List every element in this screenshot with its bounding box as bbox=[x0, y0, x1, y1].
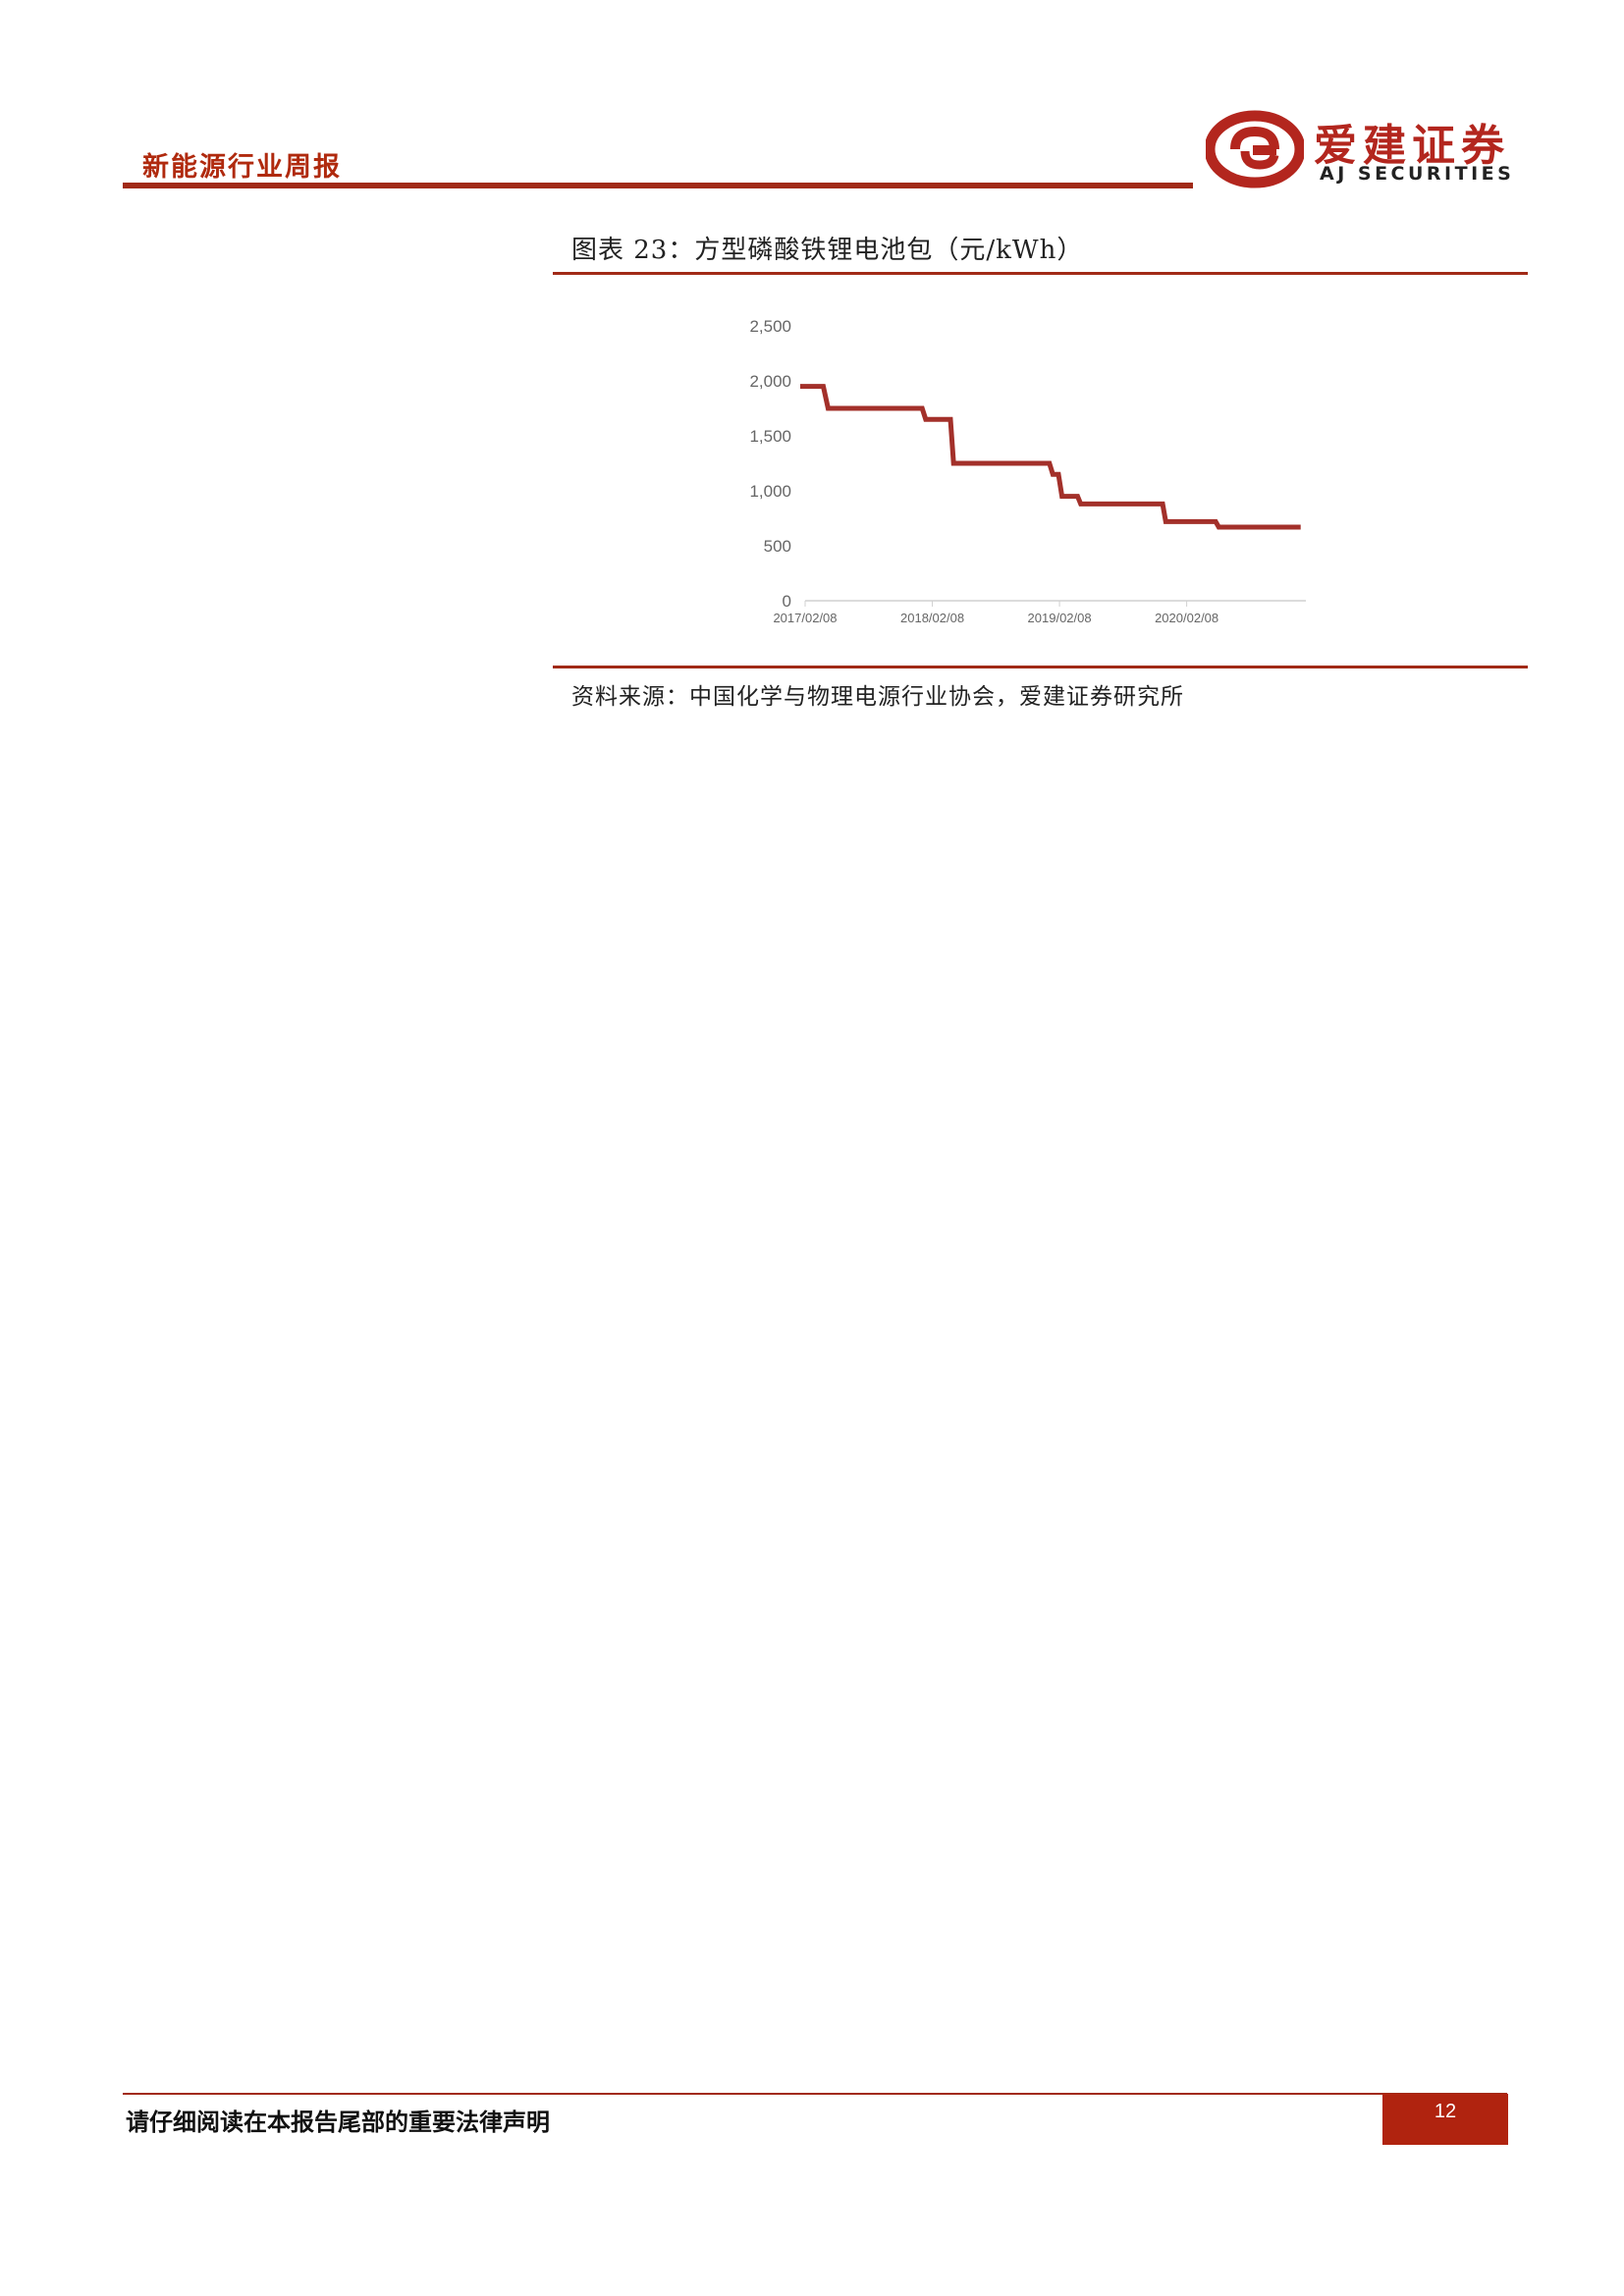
x-tick-label: 2017/02/08 bbox=[773, 611, 837, 625]
y-tick-label: 2,500 bbox=[749, 317, 791, 336]
y-tick-label: 1,000 bbox=[749, 482, 791, 501]
figure-title: 图表 23：方型磷酸铁锂电池包（元/kWh） bbox=[571, 236, 1084, 265]
x-tick-label: 2018/02/08 bbox=[900, 611, 964, 625]
footer-divider bbox=[123, 2093, 1507, 2095]
header-divider bbox=[123, 183, 1193, 188]
y-tick-label: 0 bbox=[783, 592, 791, 611]
x-tick-label: 2020/02/08 bbox=[1155, 611, 1218, 625]
figure-source: 资料来源：中国化学与物理电源行业协会，爱建证券研究所 bbox=[571, 684, 1184, 710]
y-axis-ticks: 0 500 1,000 1,500 2,000 2,500 bbox=[749, 317, 791, 611]
logo-icon bbox=[1206, 110, 1304, 188]
y-tick-label: 500 bbox=[764, 537, 791, 556]
x-axis-ticks: 2017/02/08 2018/02/08 2019/02/08 2020/02/08 bbox=[773, 601, 1218, 625]
y-tick-label: 2,000 bbox=[749, 372, 791, 391]
x-tick-label: 2019/02/08 bbox=[1028, 611, 1092, 625]
legal-disclaimer: 请仔细阅读在本报告尾部的重要法律声明 bbox=[126, 2109, 550, 2136]
series-line bbox=[800, 384, 1301, 530]
step-line-chart: 0 500 1,000 1,500 2,000 2,500 2017/02/08 2018/… bbox=[749, 317, 1306, 625]
figure-top-rule bbox=[553, 272, 1528, 275]
report-title: 新能源行业周报 bbox=[142, 152, 342, 183]
logo-english-name: AJ SECURITIES bbox=[1320, 163, 1515, 185]
figure-bottom-rule bbox=[553, 666, 1528, 668]
logo-chinese-name: 爱建证券 bbox=[1314, 121, 1510, 171]
y-tick-label: 1,500 bbox=[749, 427, 791, 446]
page-number: 12 bbox=[1382, 2094, 1508, 2145]
